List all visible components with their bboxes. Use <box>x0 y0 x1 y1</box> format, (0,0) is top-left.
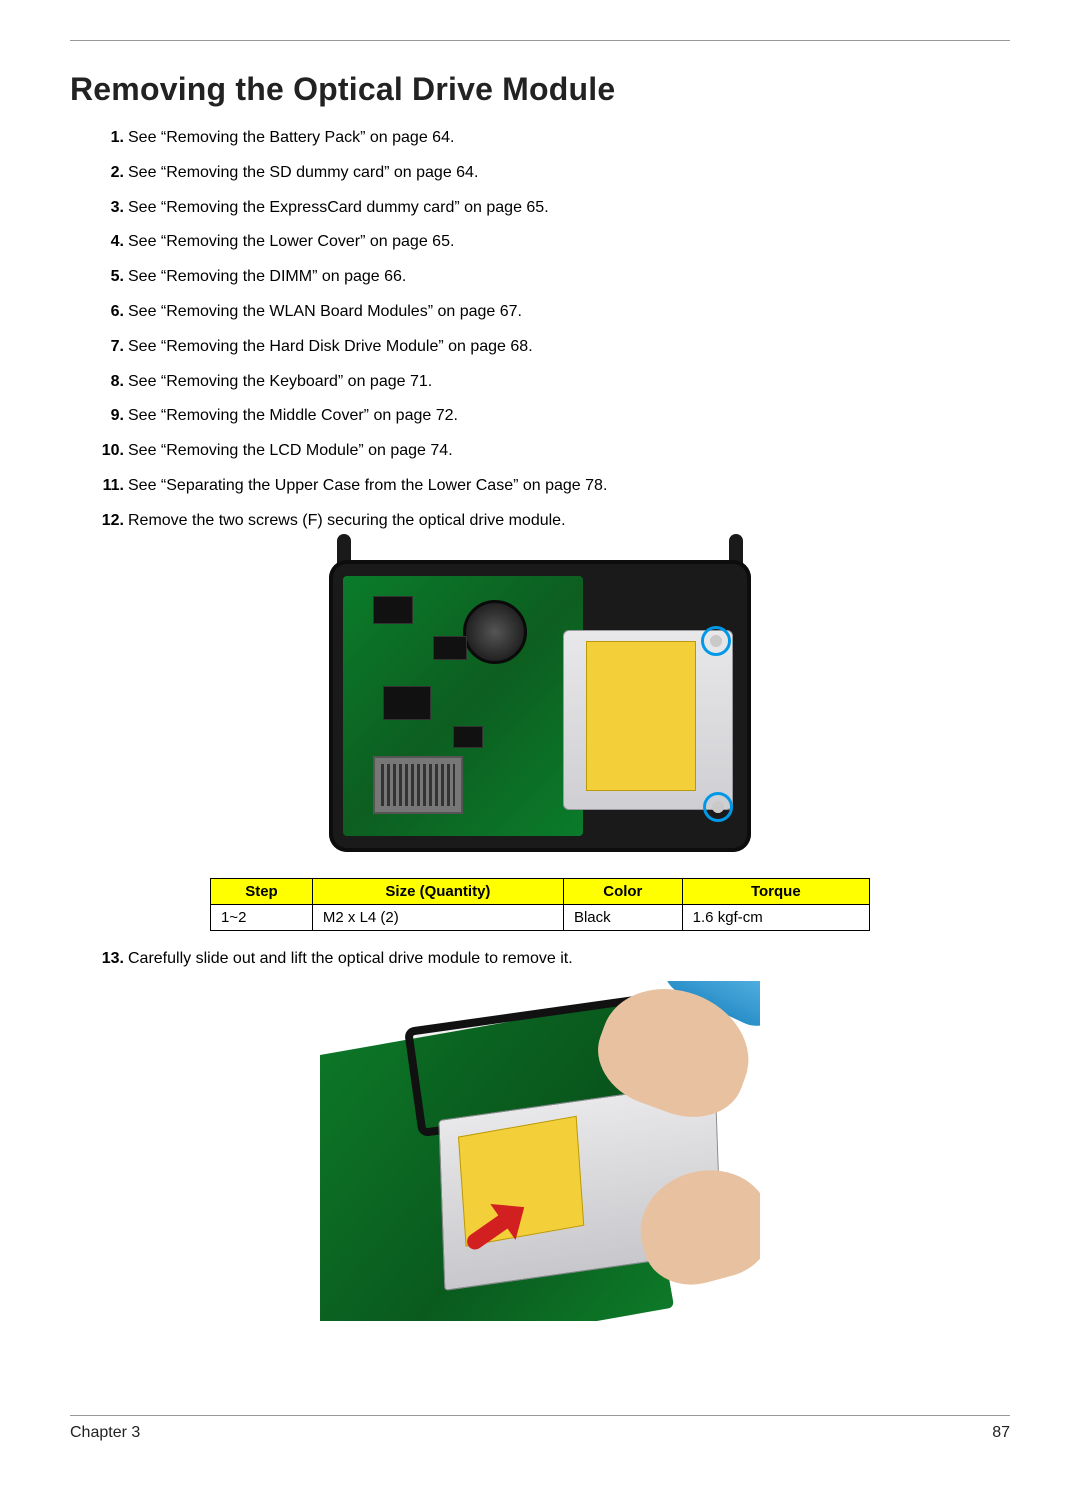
step-item: 2.See “Removing the SD dummy card” on pa… <box>98 161 1010 186</box>
page-title: Removing the Optical Drive Module <box>70 71 1010 108</box>
th-step: Step <box>211 878 313 904</box>
th-color: Color <box>563 878 682 904</box>
step-text: See “Removing the WLAN Board Modules” on… <box>128 303 522 320</box>
procedure-list: 1.See “Removing the Battery Pack” on pag… <box>70 126 1010 534</box>
step-text: See “Removing the Keyboard” on page 71. <box>128 373 432 390</box>
step-text: See “Removing the DIMM” on page 66. <box>128 268 406 285</box>
step-text: See “Removing the Middle Cover” on page … <box>128 407 458 424</box>
procedure-list-cont: 13.Carefully slide out and lift the opti… <box>70 947 1010 972</box>
step-text: See “Removing the Hard Disk Drive Module… <box>128 338 533 355</box>
td-size: M2 x L4 (2) <box>312 904 563 930</box>
footer-chapter: Chapter 3 <box>70 1424 140 1442</box>
step-item: 5.See “Removing the DIMM” on page 66. <box>98 265 1010 290</box>
step-item: 12.Remove the two screws (F) securing th… <box>98 509 1010 534</box>
step-item: 1.See “Removing the Battery Pack” on pag… <box>98 126 1010 151</box>
screw-callout-icon <box>703 792 733 822</box>
step-text: Carefully slide out and lift the optical… <box>128 950 573 967</box>
step-text: Remove the two screws (F) securing the o… <box>128 512 566 529</box>
th-size: Size (Quantity) <box>312 878 563 904</box>
step-item: 13.Carefully slide out and lift the opti… <box>98 947 1010 972</box>
top-divider <box>70 40 1010 41</box>
step-item: 8.See “Removing the Keyboard” on page 71… <box>98 370 1010 395</box>
screw-callout-icon <box>701 626 731 656</box>
td-color: Black <box>563 904 682 930</box>
figure-motherboard-screws <box>321 546 759 866</box>
step-text: See “Removing the LCD Module” on page 74… <box>128 442 453 459</box>
screw-spec-table: Step Size (Quantity) Color Torque 1~2 M2… <box>210 878 870 931</box>
step-item: 7.See “Removing the Hard Disk Drive Modu… <box>98 335 1010 360</box>
table-header-row: Step Size (Quantity) Color Torque <box>211 878 870 904</box>
th-torque: Torque <box>682 878 869 904</box>
page-footer: Chapter 3 87 <box>70 1415 1010 1442</box>
step-text: See “Removing the Lower Cover” on page 6… <box>128 233 454 250</box>
step-item: 10.See “Removing the LCD Module” on page… <box>98 439 1010 464</box>
step-item: 4.See “Removing the Lower Cover” on page… <box>98 230 1010 255</box>
figure-remove-optical <box>320 981 760 1321</box>
step-item: 6.See “Removing the WLAN Board Modules” … <box>98 300 1010 325</box>
step-text: See “Separating the Upper Case from the … <box>128 477 607 494</box>
td-torque: 1.6 kgf-cm <box>682 904 869 930</box>
step-text: See “Removing the Battery Pack” on page … <box>128 129 454 146</box>
step-text: See “Removing the ExpressCard dummy card… <box>128 199 549 216</box>
footer-page-number: 87 <box>992 1424 1010 1442</box>
table-row: 1~2 M2 x L4 (2) Black 1.6 kgf-cm <box>211 904 870 930</box>
td-step: 1~2 <box>211 904 313 930</box>
step-item: 9.See “Removing the Middle Cover” on pag… <box>98 404 1010 429</box>
step-text: See “Removing the SD dummy card” on page… <box>128 164 478 181</box>
step-item: 3.See “Removing the ExpressCard dummy ca… <box>98 196 1010 221</box>
step-item: 11.See “Separating the Upper Case from t… <box>98 474 1010 499</box>
